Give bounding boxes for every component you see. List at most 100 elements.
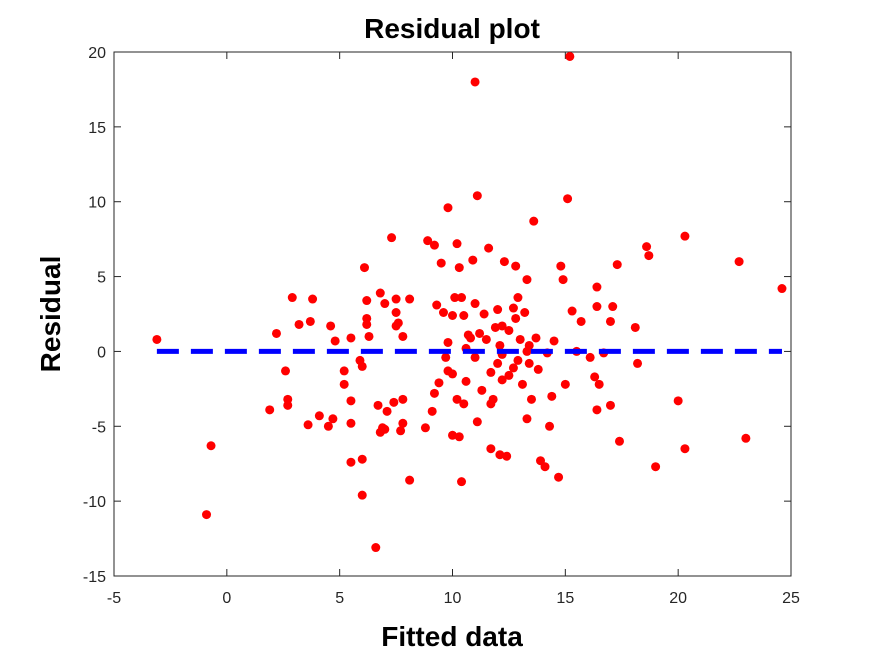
scatter-point — [585, 352, 595, 362]
scatter-point — [513, 293, 523, 303]
scatter-point — [466, 333, 476, 343]
scatter-point — [533, 364, 543, 374]
scatter-point — [497, 375, 507, 385]
scatter-point — [393, 318, 403, 328]
scatter-point — [398, 331, 408, 341]
scatter-point — [328, 414, 338, 424]
scatter-point — [357, 454, 367, 464]
y-tick-label: -10 — [83, 494, 106, 511]
scatter-point — [633, 358, 643, 368]
y-tick-label: 15 — [88, 120, 106, 137]
scatter-point — [314, 411, 324, 421]
scatter-point — [493, 358, 503, 368]
scatter-point — [346, 418, 356, 428]
scatter-point — [339, 379, 349, 389]
y-tick-label: 20 — [88, 45, 106, 62]
scatter-point — [459, 399, 469, 409]
scatter-point — [605, 400, 615, 410]
scatter-point — [502, 451, 512, 461]
scatter-point — [540, 462, 550, 472]
scatter-point — [362, 296, 372, 306]
scatter-point — [567, 306, 577, 316]
scatter-point — [680, 444, 690, 454]
scatter-point — [362, 319, 372, 329]
scatter-point — [558, 275, 568, 285]
scatter-point — [448, 430, 457, 440]
scatter-point — [560, 379, 570, 389]
scatter-point — [495, 450, 505, 460]
scatter-point — [461, 376, 471, 386]
scatter-point — [477, 385, 487, 395]
scatter-point — [359, 263, 369, 273]
scatter-point — [508, 303, 518, 313]
scatter-point — [592, 302, 602, 312]
scatter-point — [387, 233, 397, 243]
scatter-point — [308, 294, 318, 304]
scatter-point — [475, 328, 485, 338]
scatter-point — [468, 255, 478, 265]
scatter-point — [398, 394, 408, 404]
x-axis-label: Fitted data — [381, 621, 523, 652]
scatter-point — [651, 462, 661, 472]
scatter-point — [630, 322, 640, 332]
x-tick-label: 25 — [782, 590, 800, 607]
scatter-point — [382, 406, 392, 416]
scatter-point — [152, 334, 162, 344]
scatter-point — [515, 334, 525, 344]
scatter-point — [594, 379, 604, 389]
scatter-point — [326, 321, 336, 331]
scatter-point — [373, 400, 383, 410]
scatter-point — [513, 355, 523, 365]
scatter-point — [457, 477, 467, 487]
scatter-point — [429, 388, 439, 398]
scatter-point — [438, 308, 448, 318]
scatter-point — [287, 293, 297, 303]
scatter-point — [202, 510, 212, 520]
scatter-point — [389, 397, 399, 407]
scatter-point — [522, 275, 532, 285]
scatter-point — [486, 367, 496, 377]
scatter-point — [524, 340, 534, 350]
scatter-point — [545, 421, 555, 431]
scatter-point — [330, 336, 340, 346]
scatter-point — [481, 334, 491, 344]
scatter-point — [436, 258, 446, 268]
scatter-point — [452, 239, 462, 249]
chart-title: Residual plot — [364, 13, 540, 44]
scatter-point — [454, 263, 464, 273]
scatter-point — [504, 370, 514, 380]
scatter-point — [642, 242, 652, 252]
scatter-point — [608, 302, 618, 312]
scatter-point — [495, 340, 505, 350]
scatter-point — [565, 51, 575, 61]
x-tick-label: 5 — [335, 590, 344, 607]
scatter-point — [434, 378, 444, 388]
scatter-point — [427, 406, 437, 416]
scatter-point — [777, 284, 787, 294]
scatter-point — [472, 417, 482, 427]
scatter-point — [281, 366, 291, 376]
scatter-point — [459, 310, 469, 320]
scatter-point — [490, 322, 500, 332]
scatter-point — [493, 305, 503, 315]
scatter-point — [547, 391, 557, 401]
scatter-point — [563, 194, 573, 204]
scatter-point — [364, 331, 374, 341]
scatter-point — [486, 444, 496, 454]
scatter-point — [479, 309, 489, 319]
scatter-point — [614, 436, 624, 446]
scatter-point — [265, 405, 275, 415]
scatter-point — [511, 313, 521, 323]
x-tick-label: 0 — [222, 590, 231, 607]
x-tick-label: 15 — [556, 590, 574, 607]
scatter-point — [323, 421, 333, 431]
scatter-point — [405, 294, 415, 304]
scatter-point — [346, 396, 356, 406]
scatter-point — [529, 216, 539, 226]
scatter-point — [520, 308, 530, 318]
scatter-point — [283, 400, 293, 410]
scatter-point — [339, 366, 349, 376]
scatter-point — [443, 337, 453, 347]
x-tick-label: -5 — [107, 590, 121, 607]
